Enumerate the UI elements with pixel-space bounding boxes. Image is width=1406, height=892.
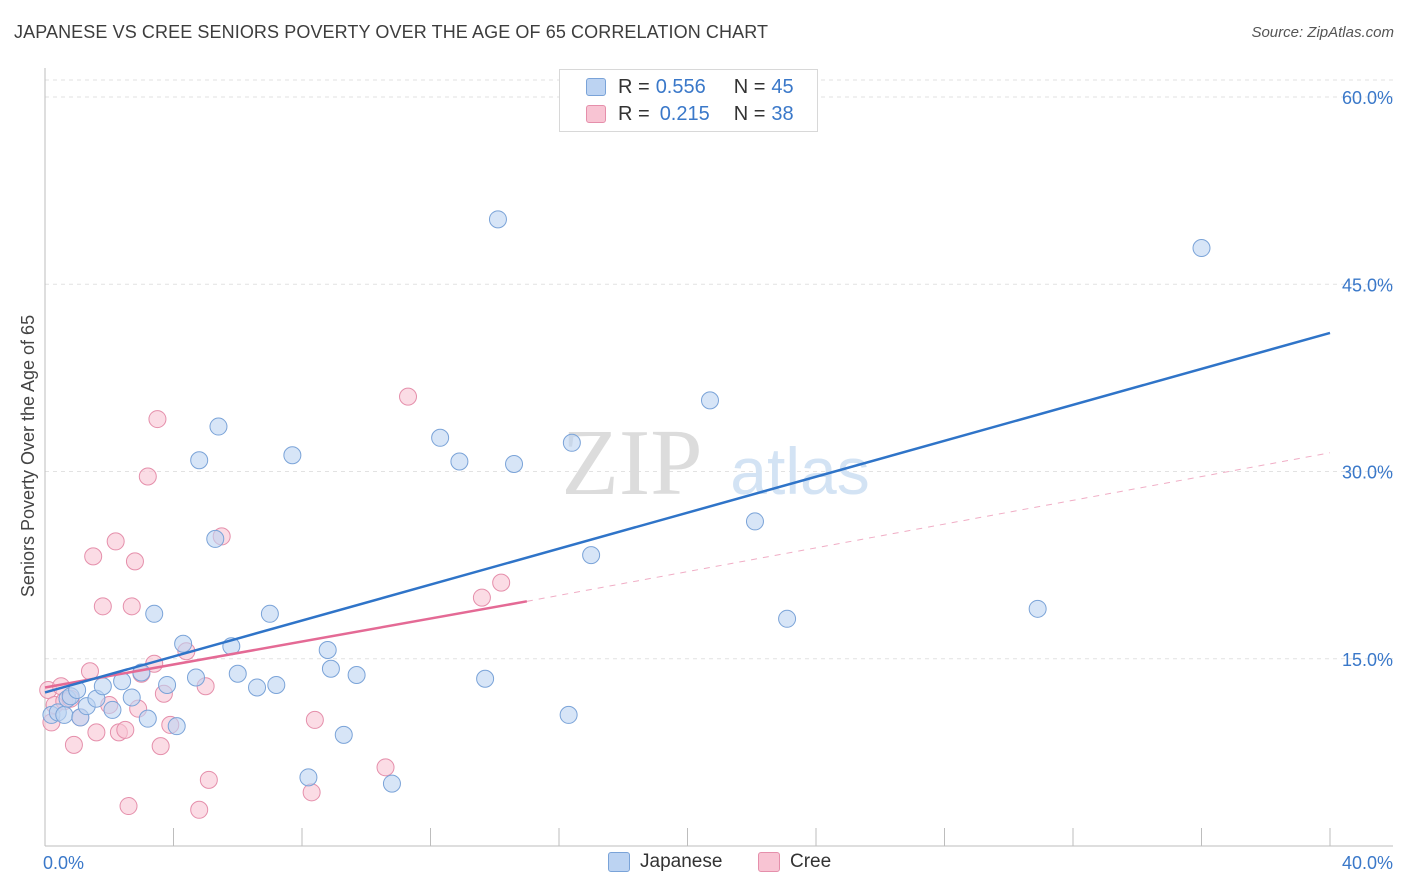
series-legend: Japanese Cree bbox=[0, 851, 1406, 877]
cree-point bbox=[302, 783, 321, 802]
japanese-point bbox=[505, 455, 524, 474]
y-tick-label: 60.0% bbox=[1342, 88, 1393, 108]
japanese-point bbox=[347, 665, 366, 684]
legend-n-value: 45 bbox=[771, 75, 794, 98]
y-tick-label: 30.0% bbox=[1342, 463, 1393, 483]
cree-point bbox=[492, 573, 511, 592]
cree-point bbox=[106, 532, 125, 551]
japanese-point bbox=[318, 641, 337, 660]
cree-swatch bbox=[758, 852, 780, 872]
cree-points bbox=[39, 387, 511, 819]
japanese-point bbox=[228, 664, 247, 683]
cree-point bbox=[93, 597, 112, 616]
japanese-swatch bbox=[586, 78, 606, 96]
japanese-point bbox=[145, 604, 164, 623]
cree-point bbox=[151, 737, 170, 756]
stats-legend: R = 0.556 N = 45 R = 0.215 N = 38 bbox=[559, 69, 818, 132]
legend-row-japanese: R = 0.556 N = 45 bbox=[586, 75, 794, 99]
japanese-point bbox=[206, 529, 225, 548]
cree-point bbox=[148, 410, 167, 429]
japanese-point bbox=[283, 446, 302, 465]
japanese-point bbox=[450, 452, 469, 471]
y-axis-label: Seniors Poverty Over the Age of 65 bbox=[18, 315, 38, 597]
japanese-point bbox=[778, 609, 797, 628]
cree-point bbox=[305, 710, 324, 729]
series-legend-cree[interactable]: Cree bbox=[758, 851, 831, 873]
japanese-point bbox=[476, 669, 495, 688]
japanese-point bbox=[167, 717, 186, 736]
japanese-point bbox=[1192, 239, 1211, 258]
japanese-point bbox=[260, 604, 279, 623]
japanese-swatch bbox=[608, 852, 630, 872]
watermark-atlas: atlas bbox=[730, 434, 869, 508]
cree-point bbox=[84, 547, 103, 566]
cree-point bbox=[122, 597, 141, 616]
y-tick-label: 45.0% bbox=[1342, 275, 1393, 295]
legend-n-label: N = bbox=[733, 75, 766, 98]
japanese-point bbox=[382, 774, 401, 793]
japanese-trend-line bbox=[44, 331, 1331, 694]
japanese-point bbox=[190, 451, 209, 470]
japanese-point bbox=[174, 634, 193, 653]
cree-point bbox=[116, 720, 135, 739]
grid-lines bbox=[45, 79, 1393, 660]
japanese-point bbox=[209, 417, 228, 436]
y-tick-label: 15.0% bbox=[1342, 650, 1393, 670]
japanese-point bbox=[700, 391, 719, 410]
series-legend-japanese[interactable]: Japanese bbox=[608, 851, 722, 873]
cree-point bbox=[87, 723, 106, 742]
japanese-point bbox=[93, 677, 112, 696]
japanese-point bbox=[1028, 599, 1047, 618]
japanese-point bbox=[431, 428, 450, 447]
cree-trend-extension bbox=[526, 452, 1331, 602]
x-tick-label: 0.0% bbox=[43, 853, 84, 873]
x-tick-label: 40.0% bbox=[1342, 853, 1393, 873]
cree-point bbox=[125, 552, 144, 571]
japanese-point bbox=[299, 768, 318, 787]
japanese-point bbox=[103, 700, 122, 719]
cree-trend-line bbox=[44, 600, 528, 689]
cree-point bbox=[199, 770, 218, 789]
japanese-point bbox=[488, 210, 507, 229]
japanese-point bbox=[138, 709, 157, 728]
cree-point bbox=[119, 797, 138, 816]
watermark-zip: ZIP bbox=[562, 411, 703, 515]
legend-row-cree: R = 0.215 N = 38 bbox=[586, 102, 794, 126]
japanese-point bbox=[559, 705, 578, 724]
cree-point bbox=[138, 467, 157, 486]
legend-r-label: R = bbox=[618, 75, 650, 98]
tick-labels: 15.0% 30.0% 45.0% 60.0% 0.0% 40.0% bbox=[43, 88, 1393, 873]
axes bbox=[44, 68, 1393, 847]
japanese-point bbox=[745, 512, 764, 531]
series-legend-japanese-label: Japanese bbox=[640, 851, 723, 872]
japanese-points bbox=[42, 210, 1211, 793]
japanese-point bbox=[186, 668, 205, 687]
watermark: ZIP atlas bbox=[562, 411, 870, 515]
japanese-point bbox=[55, 705, 74, 724]
japanese-point bbox=[267, 675, 286, 694]
cree-point bbox=[472, 588, 491, 607]
cree-point bbox=[64, 735, 83, 754]
cree-point bbox=[376, 758, 395, 777]
japanese-point bbox=[562, 433, 581, 452]
japanese-point bbox=[582, 546, 601, 565]
cree-swatch bbox=[586, 105, 606, 123]
japanese-point bbox=[321, 659, 340, 678]
japanese-point bbox=[248, 678, 267, 697]
legend-n-value: 38 bbox=[771, 102, 794, 125]
legend-r-value: 0.556 bbox=[655, 75, 706, 98]
source-label: Source: ZipAtlas.com bbox=[1251, 24, 1394, 41]
japanese-point bbox=[122, 688, 141, 707]
legend-r-value: 0.215 bbox=[659, 102, 710, 125]
japanese-point bbox=[158, 675, 177, 694]
legend-r-label: R = bbox=[618, 102, 650, 125]
legend-n-label: N = bbox=[733, 102, 766, 125]
trend-lines bbox=[44, 331, 1331, 694]
cree-point bbox=[399, 387, 418, 406]
series-legend-cree-label: Cree bbox=[790, 851, 832, 872]
japanese-point bbox=[334, 725, 353, 744]
cree-point bbox=[190, 800, 209, 819]
chart-title: JAPANESE VS CREE SENIORS POVERTY OVER TH… bbox=[14, 22, 769, 42]
